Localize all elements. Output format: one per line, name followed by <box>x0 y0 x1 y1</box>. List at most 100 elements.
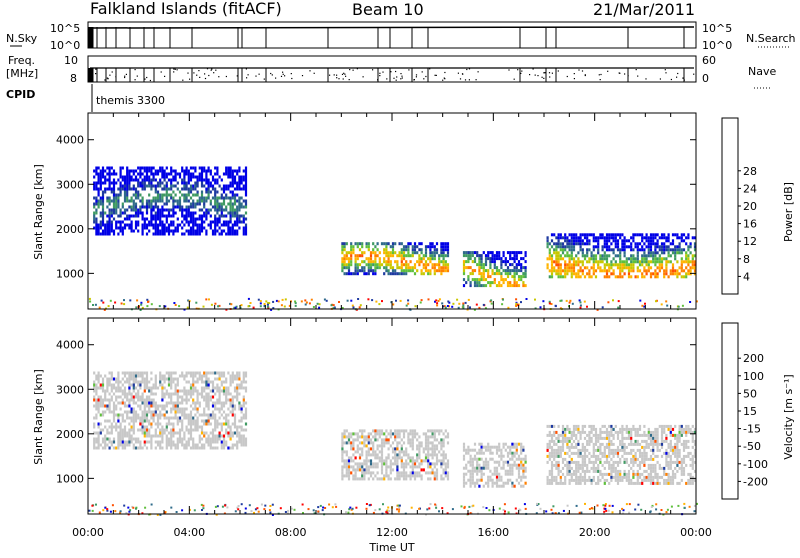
velocity-echo-cell <box>172 432 174 435</box>
power-echo-cell <box>223 185 225 188</box>
power-echo-cell <box>564 254 566 257</box>
power-echo-cell <box>135 170 137 173</box>
power-echo-cell <box>549 251 551 254</box>
velocity-echo-cell <box>562 467 564 470</box>
velocity-echo-cell <box>553 458 555 461</box>
power-echo-cell <box>385 260 387 263</box>
velocity-echo-cell <box>170 372 172 375</box>
power-echo-cell <box>214 227 216 230</box>
nave-dot <box>270 73 271 74</box>
velocity-echo-cell <box>363 468 365 471</box>
velocity-echo-cell <box>478 470 480 473</box>
power-echo-cell <box>205 191 207 194</box>
velocity-echo-cell <box>203 399 205 402</box>
power-echo-cell <box>654 275 656 278</box>
velocity-echo-cell <box>212 435 214 438</box>
velocity-echo-cell <box>111 396 113 399</box>
power-echo-cell <box>93 203 95 206</box>
power-echo-cell <box>465 251 467 254</box>
power-echo-cell <box>476 281 478 284</box>
velocity-echo-cell <box>584 470 586 473</box>
velocity-echo-cell <box>368 471 370 474</box>
velocity-echo-cell <box>410 438 412 441</box>
velocity-echo-cell <box>115 408 117 411</box>
power-speckle <box>187 307 189 309</box>
power-speckle <box>241 304 243 306</box>
power-echo-cell <box>106 215 108 218</box>
velocity-echo-cell <box>414 432 416 435</box>
power-echo-cell <box>359 248 361 251</box>
velocity-echo-cell <box>485 482 487 485</box>
power-echo-cell <box>183 170 185 173</box>
velocity-echo-cell <box>214 414 216 417</box>
velocity-echo-cell <box>245 411 247 414</box>
power-echo-cell <box>181 209 183 212</box>
velocity-echo-cell <box>445 435 447 438</box>
velocity-echo-cell <box>476 458 478 461</box>
velocity-echo-cell <box>425 435 427 438</box>
velocity-echo-cell <box>159 378 161 381</box>
velocity-echo-cell <box>133 381 135 384</box>
power-echo-cell <box>238 197 240 200</box>
velocity-echo-cell <box>221 408 223 411</box>
power-speckle <box>331 304 333 306</box>
velocity-echo-cell <box>597 470 599 473</box>
power-echo-cell <box>341 257 343 260</box>
power-echo-cell <box>681 233 683 236</box>
velocity-echo-cell <box>514 452 516 455</box>
power-echo-cell <box>181 167 183 170</box>
velocity-echo-cell <box>575 476 577 479</box>
power-echo-cell <box>401 254 403 257</box>
power-echo-cell <box>489 266 491 269</box>
velocity-echo-cell <box>472 458 474 461</box>
velocity-echo-cell <box>474 443 476 446</box>
velocity-echo-cell <box>106 420 108 423</box>
power-echo-cell <box>440 242 442 245</box>
velocity-echo-cell <box>562 473 564 476</box>
power-speckle <box>436 304 438 306</box>
power-echo-cell <box>243 179 245 182</box>
power-echo-cell <box>102 182 104 185</box>
velocity-echo-cell <box>223 411 225 414</box>
power-echo-cell <box>425 245 427 248</box>
power-echo-cell <box>170 182 172 185</box>
velocity-echo-cell <box>593 449 595 452</box>
velocity-echo-cell <box>161 390 163 393</box>
power-echo-cell <box>681 260 683 263</box>
power-echo-cell <box>617 254 619 257</box>
power-echo-cell <box>654 257 656 260</box>
velocity-echo-cell <box>210 417 212 420</box>
power-echo-cell <box>111 209 113 212</box>
velocity-echo-cell <box>350 459 352 462</box>
power-echo-cell <box>236 218 238 221</box>
nave-dot <box>517 69 518 70</box>
velocity-echo-cell <box>131 399 133 402</box>
power-echo-cell <box>654 242 656 245</box>
velocity-echo-cell <box>179 438 181 441</box>
velocity-echo-cell <box>472 464 474 467</box>
power-speckle <box>114 302 116 304</box>
velocity-echo-cell <box>573 479 575 482</box>
velocity-echo-cell <box>440 462 442 465</box>
power-echo-cell <box>199 176 201 179</box>
power-echo-cell <box>423 257 425 260</box>
power-echo-cell <box>155 191 157 194</box>
power-echo-cell <box>571 242 573 245</box>
power-echo-cell <box>144 188 146 191</box>
velocity-echo-cell <box>106 378 108 381</box>
velocity-echo-cell <box>355 432 357 435</box>
velocity-echo-cell <box>177 405 179 408</box>
power-echo-cell <box>599 257 601 260</box>
velocity-echo-cell <box>434 471 436 474</box>
velocity-echo-cell <box>465 464 467 467</box>
velocity-echo-cell <box>573 470 575 473</box>
velocity-echo-cell <box>146 375 148 378</box>
power-echo-cell <box>665 266 667 269</box>
power-echo-cell <box>564 233 566 236</box>
power-echo-cell <box>588 242 590 245</box>
power-echo-cell <box>232 233 234 236</box>
velocity-echo-cell <box>436 429 438 432</box>
power-echo-cell <box>205 188 207 191</box>
velocity-echo-cell <box>597 482 599 485</box>
velocity-echo-cell <box>562 440 564 443</box>
